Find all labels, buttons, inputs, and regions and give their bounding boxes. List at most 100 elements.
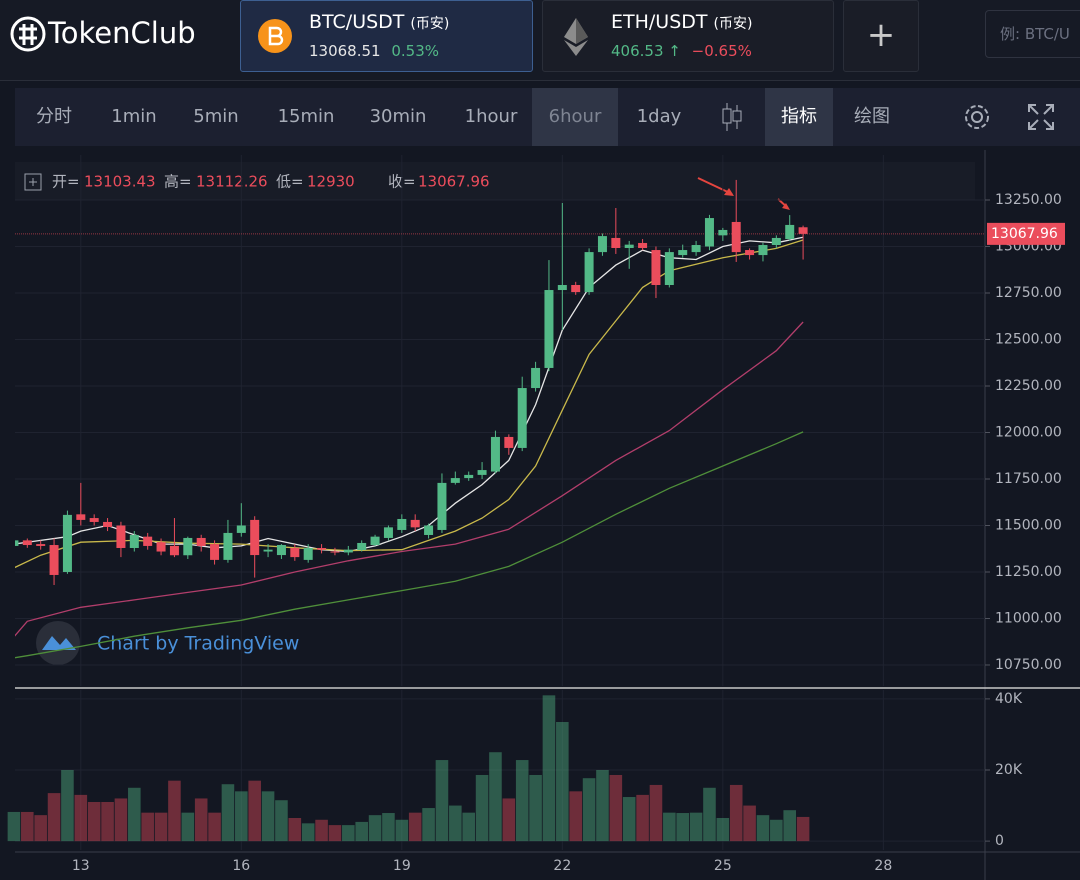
pair-name: BTC/USDT <box>309 11 405 33</box>
volume-bar <box>783 810 797 842</box>
volume-bar <box>703 787 716 842</box>
interval-button[interactable]: 1hour <box>464 106 518 127</box>
interval-button[interactable]: 分时 <box>36 106 72 127</box>
pair-name: ETH/USDT <box>611 11 708 33</box>
candle-body <box>370 536 380 546</box>
candle-body <box>704 218 714 247</box>
exchange: (币安) <box>410 16 450 32</box>
volume-bar <box>154 812 168 842</box>
quote: 13068.51 0.53% <box>309 42 439 60</box>
volume-bar <box>194 798 208 842</box>
interval-button[interactable]: 1day <box>636 106 682 127</box>
volume-bar <box>328 825 342 842</box>
volume-bar <box>489 752 502 842</box>
volume-bar <box>408 812 422 842</box>
volume-bar <box>301 823 315 842</box>
x-tick-label: 19 <box>393 858 411 874</box>
candle-body <box>129 534 139 548</box>
arrow: ↑ <box>668 42 681 60</box>
x-tick-label: 16 <box>232 858 250 874</box>
interval-button[interactable]: 5min <box>193 106 239 127</box>
candle-body <box>531 367 541 389</box>
candle-body <box>22 540 32 546</box>
tab-btc[interactable]: BTC/USDT (币安) 13068.51 0.53% <box>240 0 533 72</box>
volume-bar <box>569 791 582 842</box>
y-tick-label: 11500.00 <box>995 517 1062 533</box>
candle-body <box>691 245 701 253</box>
candle-body <box>183 537 193 556</box>
y-tick-label: 0 <box>995 833 1004 849</box>
volume-bar <box>208 812 221 842</box>
ohlc-value: 13103.43 <box>84 173 156 191</box>
candle-body <box>236 525 246 533</box>
volume-bar <box>368 815 382 842</box>
candle-body <box>771 237 781 246</box>
candle-body <box>571 285 581 293</box>
interval-button[interactable]: 15min <box>277 106 335 127</box>
candle-body <box>758 245 768 256</box>
candle-body <box>169 545 179 556</box>
y-tick-label: 12500.00 <box>995 332 1062 348</box>
volume-bar <box>529 774 542 842</box>
interval-button[interactable]: 1min <box>111 106 157 127</box>
volume-bar <box>756 815 770 842</box>
candle-body <box>223 532 233 560</box>
drawing-button[interactable]: 绘图 <box>854 106 890 127</box>
candle-body <box>437 482 447 530</box>
volume-bar <box>689 812 703 842</box>
change: 0.53% <box>391 42 440 60</box>
quote: 406.53 ↑ −0.65% <box>611 42 752 60</box>
tab-eth[interactable]: ETH/USDT (币安) 406.53 ↑ −0.65% <box>542 0 834 72</box>
volume-bar <box>248 780 261 842</box>
candle-body <box>156 542 166 552</box>
volume-bar <box>502 798 516 842</box>
candle-body <box>678 250 688 256</box>
candle-body <box>504 436 514 448</box>
chart-type-button[interactable] <box>720 99 744 135</box>
last-price-label: 13067.96 <box>991 226 1058 242</box>
settings-button[interactable] <box>960 100 994 134</box>
search-input[interactable]: 例: BTC/U <box>985 10 1080 58</box>
volume-bar <box>288 818 302 842</box>
volume-bar <box>556 722 569 842</box>
candle-body <box>62 514 72 572</box>
volume-bar <box>395 819 409 842</box>
candle-body <box>15 540 19 546</box>
volume-bar <box>74 794 88 842</box>
volume-bar <box>275 800 288 842</box>
logo-icon <box>10 16 46 52</box>
candle-body <box>597 236 607 253</box>
candle-body <box>664 252 674 286</box>
y-tick-label: 11250.00 <box>995 564 1062 580</box>
add-tab[interactable]: + <box>843 0 919 72</box>
indicators-button[interactable]: 指标 <box>765 88 833 146</box>
watermark <box>36 621 80 665</box>
collapse-icon[interactable] <box>24 173 42 191</box>
x-tick-label: 28 <box>874 858 892 874</box>
candle-body <box>276 545 286 556</box>
price: 406.53 <box>611 42 664 60</box>
volume-bar <box>221 784 235 842</box>
y-tick-label: 40K <box>995 691 1023 707</box>
volume-bar <box>101 802 114 842</box>
candle-body <box>210 544 220 560</box>
candle-body <box>250 519 260 556</box>
exchange: (币安) <box>713 16 753 32</box>
candle-body <box>557 285 567 291</box>
moving-average <box>15 431 804 659</box>
fullscreen-button[interactable] <box>1026 102 1056 132</box>
interval-button[interactable]: 6hour <box>532 88 618 146</box>
volume-bar <box>168 780 181 842</box>
candle-body <box>718 229 728 236</box>
candle-body <box>397 518 407 530</box>
interval-button[interactable]: 30min <box>369 106 427 127</box>
pair: BTC/USDT (币安) <box>309 11 449 33</box>
candle-body <box>544 290 554 368</box>
candle-body <box>410 519 420 528</box>
y-tick-label: 12750.00 <box>995 285 1062 301</box>
y-tick-label: 11750.00 <box>995 471 1062 487</box>
annotation-arrows <box>697 177 790 210</box>
candle-body <box>290 547 300 558</box>
top-bar: TokenClub BTC/USDT (币安) 13068.51 0.53% ET… <box>0 0 1080 81</box>
volume-bar <box>796 816 810 842</box>
